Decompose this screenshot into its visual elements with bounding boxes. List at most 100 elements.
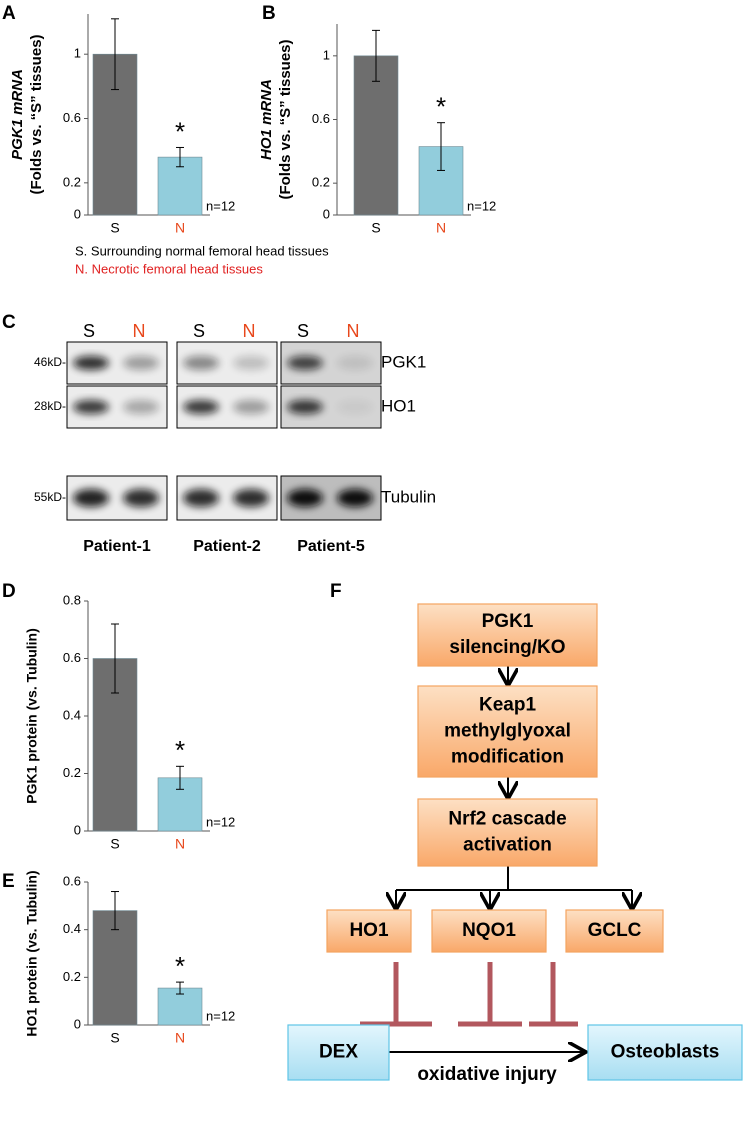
node-label: GCLC [588, 920, 642, 941]
error-bar [111, 18, 119, 91]
annotation: n=12 [206, 198, 235, 213]
band [183, 489, 219, 507]
band [287, 356, 323, 370]
y-axis-label: HO1 protein (vs. Tubulin) [24, 870, 40, 1036]
band [73, 489, 109, 507]
band [123, 400, 159, 414]
node-label: HO1 [349, 920, 389, 941]
panel-label: D [2, 581, 16, 602]
panel-label: C [2, 312, 16, 333]
node: Keap1 methylglyoxal modification [417, 685, 598, 778]
y-tick-label: 0.2 [63, 174, 81, 189]
band [337, 489, 373, 507]
band [123, 356, 159, 370]
marker-label: 55kD- [34, 490, 66, 504]
lane-label: N [347, 321, 360, 341]
y-axis-label: (Folds vs. “S” tissues) [277, 39, 294, 199]
node-label: NQO1 [462, 920, 516, 941]
error-bar [372, 29, 380, 82]
protein-label: HO1 [381, 396, 416, 415]
panel-label: A [2, 3, 16, 24]
annotation: * [175, 951, 185, 981]
y-tick-label: 0.8 [63, 592, 81, 607]
band [183, 356, 219, 370]
node-label: DEX [319, 1042, 358, 1063]
y-tick-label: 0.6 [63, 650, 81, 665]
protein-label: Tubulin [381, 487, 436, 506]
y-tick-label: 0.4 [63, 921, 81, 936]
band [233, 400, 269, 414]
error-bar [437, 122, 445, 171]
legend-n: N. Necrotic femoral head tissues [75, 261, 263, 276]
node-box [431, 909, 547, 953]
x-tick-label: N [175, 1030, 185, 1046]
x-tick-label: S [110, 1030, 119, 1046]
patient-label: Patient-5 [297, 538, 365, 555]
x-tick-label: S [110, 836, 119, 852]
node-box [417, 798, 598, 867]
annotation: n=12 [206, 814, 235, 829]
node: HO1 [326, 909, 412, 953]
edge-label: oxidative injury [417, 1064, 557, 1085]
node-label: Keap1 [479, 695, 536, 716]
node-box [326, 909, 412, 953]
band [337, 400, 373, 414]
panel-label: E [2, 871, 15, 892]
band [183, 400, 219, 414]
y-tick-label: 0.4 [63, 707, 81, 722]
diagram: F oxidative injury PGK1 silencing/KO Keap1… [287, 581, 743, 1085]
error-bar [176, 981, 184, 995]
node-label: Nrf2 cascade [448, 809, 566, 830]
band [123, 489, 159, 507]
node: Osteoblasts [587, 1024, 743, 1081]
annotation: * [436, 92, 446, 122]
y-axis-label: (Folds vs. “S” tissues) [28, 34, 45, 194]
x-tick-label: S [110, 220, 119, 236]
panel-label: B [262, 3, 276, 24]
y-tick-label: 0.6 [312, 111, 330, 126]
node: DEX [287, 1024, 390, 1081]
node-label: activation [463, 835, 552, 856]
y-tick-label: 1 [323, 47, 330, 62]
y-tick-label: 1 [74, 46, 81, 61]
x-tick-label: S [371, 220, 380, 236]
y-tick-label: 0 [74, 1016, 81, 1031]
patient-label: Patient-2 [193, 538, 261, 555]
y-tick-label: 0.2 [63, 969, 81, 984]
error-bar [111, 891, 119, 931]
bar [353, 55, 399, 216]
marker-label: 28kD- [34, 399, 66, 413]
lane-label: N [243, 321, 256, 341]
y-tick-label: 0.2 [63, 765, 81, 780]
y-tick-label: 0.6 [63, 110, 81, 125]
patient-label: Patient-1 [83, 538, 151, 555]
band [287, 489, 323, 507]
node: Nrf2 cascade activation [417, 798, 598, 867]
lane-label: S [193, 321, 205, 341]
y-tick-label: 0 [74, 822, 81, 837]
y-axis-label: PGK1 mRNA [9, 69, 26, 160]
y-tick-label: 0 [74, 206, 81, 221]
annotation: n=12 [206, 1008, 235, 1023]
lane-label: N [133, 321, 146, 341]
band [233, 356, 269, 370]
panel-label: F [330, 581, 342, 602]
node-box [287, 1024, 390, 1081]
error-bar [176, 765, 184, 790]
annotation: n=12 [467, 198, 496, 213]
band [73, 400, 109, 414]
band [73, 356, 109, 370]
node-box [587, 1024, 743, 1081]
band [337, 356, 373, 370]
marker-label: 46kD- [34, 355, 66, 369]
error-bar [111, 623, 119, 694]
node-label: silencing/KO [449, 637, 565, 658]
annotation: * [175, 735, 185, 765]
y-tick-label: 0.2 [312, 175, 330, 190]
x-tick-label: N [175, 220, 185, 236]
y-axis-label: PGK1 protein (vs. Tubulin) [24, 628, 40, 804]
node-label: Osteoblasts [611, 1042, 720, 1063]
error-bar [176, 146, 184, 168]
y-axis-label: HO1 mRNA [258, 79, 275, 160]
